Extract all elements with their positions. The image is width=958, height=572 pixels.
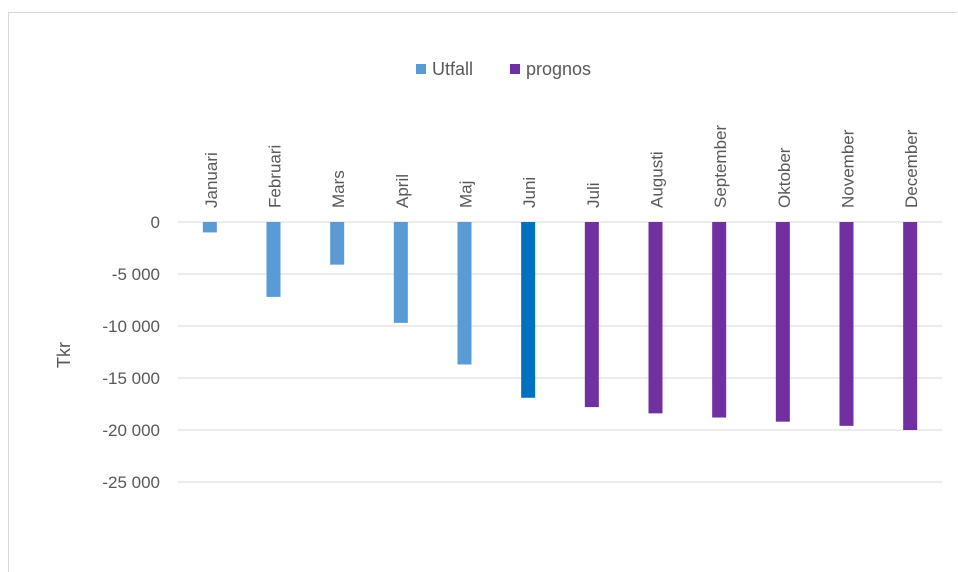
bar-utfall-februari bbox=[266, 222, 281, 297]
y-tick-label: 0 bbox=[151, 213, 160, 232]
legend-label-prognos: prognos bbox=[526, 59, 591, 79]
gridlines bbox=[178, 221, 942, 483]
legend: Utfall prognos bbox=[416, 59, 591, 79]
bar-prognos-december bbox=[903, 222, 918, 430]
y-tick-label: -5 000 bbox=[112, 265, 160, 284]
y-tick-label: -20 000 bbox=[102, 421, 160, 440]
bar-prognos-november bbox=[839, 222, 854, 426]
x-tick-label: November bbox=[839, 129, 858, 208]
bar-utfall-april bbox=[393, 222, 408, 323]
bar-utfall-mars bbox=[330, 222, 345, 265]
x-tick-label: Juni bbox=[520, 177, 539, 208]
y-tick-labels: 0 -5 000 -10 000 -15 000 -20 000 -25 000 bbox=[102, 213, 160, 492]
bar-prognos-juli bbox=[584, 222, 599, 408]
bar-prognos-augusti bbox=[648, 222, 663, 414]
bar-utfall-maj bbox=[457, 222, 472, 365]
y-tick-label: -25 000 bbox=[102, 473, 160, 492]
x-tick-label: Januari bbox=[202, 152, 221, 208]
x-tick-label: Mars bbox=[329, 170, 348, 208]
x-tick-label: December bbox=[902, 129, 921, 208]
x-tick-label: Oktober bbox=[775, 147, 794, 208]
bar-utfall-juni bbox=[521, 222, 536, 398]
legend-label-utfall: Utfall bbox=[432, 59, 473, 79]
bar-prognos-september bbox=[712, 222, 727, 418]
bar-utfall-januari bbox=[202, 222, 217, 233]
x-tick-label: September bbox=[711, 125, 730, 208]
x-tick-label: Maj bbox=[457, 181, 476, 208]
y-tick-label: -10 000 bbox=[102, 317, 160, 336]
y-tick-label: -15 000 bbox=[102, 369, 160, 388]
bar-prognos-oktober bbox=[775, 222, 790, 422]
y-axis-label: Tkr bbox=[54, 342, 74, 368]
bars bbox=[202, 222, 918, 430]
x-tick-labels: Januari Februari Mars April Maj Juni Juli Augus… bbox=[202, 125, 921, 208]
x-tick-label: Februari bbox=[266, 145, 285, 208]
chart-frame bbox=[8, 12, 957, 572]
x-tick-label: Juli bbox=[584, 182, 603, 208]
x-tick-label: April bbox=[393, 174, 412, 208]
legend-swatch-utfall bbox=[416, 64, 426, 74]
x-tick-label: Augusti bbox=[648, 151, 667, 208]
legend-swatch-prognos bbox=[510, 64, 520, 74]
